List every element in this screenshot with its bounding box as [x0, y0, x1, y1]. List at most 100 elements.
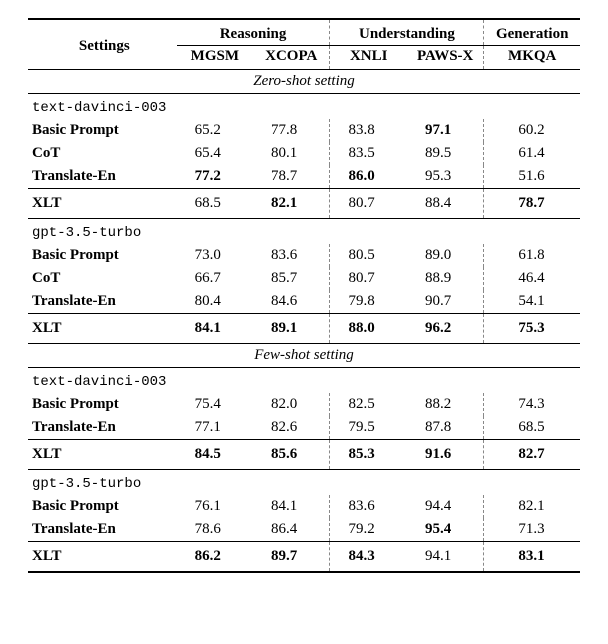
table-cell: 73.0 — [177, 244, 253, 267]
table-body: Zero-shot settingtext-davinci-003Basic P… — [28, 70, 580, 573]
section-title: Few-shot setting — [28, 344, 580, 368]
table-cell: 61.4 — [484, 142, 580, 165]
table-cell: 82.6 — [253, 416, 330, 440]
table-cell: 88.9 — [407, 267, 484, 290]
summary-row: XLT68.582.180.788.478.7 — [28, 189, 580, 219]
table-row: Basic Prompt76.184.183.694.482.1 — [28, 495, 580, 518]
table-row: Basic Prompt65.277.883.897.160.2 — [28, 119, 580, 142]
table-cell: 79.8 — [330, 290, 407, 314]
table-cell: 95.4 — [407, 518, 484, 542]
table-cell: 80.5 — [330, 244, 407, 267]
table-cell: 83.1 — [484, 542, 580, 573]
table-cell: 83.5 — [330, 142, 407, 165]
table-cell: 80.4 — [177, 290, 253, 314]
table-cell: 75.3 — [484, 314, 580, 344]
table-cell: 84.5 — [177, 440, 253, 470]
table-cell: 54.1 — [484, 290, 580, 314]
header-generation: Generation — [484, 19, 580, 46]
table-cell: 84.1 — [253, 495, 330, 518]
table-cell: 68.5 — [484, 416, 580, 440]
table-row: CoT66.785.780.788.946.4 — [28, 267, 580, 290]
table-cell: 80.7 — [330, 267, 407, 290]
table-cell: 84.3 — [330, 542, 407, 573]
table-cell: 78.7 — [484, 189, 580, 219]
table-cell: 86.4 — [253, 518, 330, 542]
row-label: Translate-En — [28, 165, 177, 189]
row-label: XLT — [28, 440, 177, 470]
table-cell: 83.6 — [253, 244, 330, 267]
col-mgsm: MGSM — [177, 46, 253, 70]
table-cell: 80.7 — [330, 189, 407, 219]
header-understanding: Understanding — [330, 19, 484, 46]
table-cell: 76.1 — [177, 495, 253, 518]
table-cell: 83.8 — [330, 119, 407, 142]
table-cell: 89.5 — [407, 142, 484, 165]
table-cell: 68.5 — [177, 189, 253, 219]
table-cell: 82.1 — [253, 189, 330, 219]
row-label: Basic Prompt — [28, 393, 177, 416]
header-settings: Settings — [28, 19, 177, 70]
table-row: Translate-En77.278.786.095.351.6 — [28, 165, 580, 189]
table-cell: 94.1 — [407, 542, 484, 573]
table-row: Translate-En80.484.679.890.754.1 — [28, 290, 580, 314]
row-label: Translate-En — [28, 518, 177, 542]
model-name: text-davinci-003 — [28, 94, 580, 120]
table-cell: 87.8 — [407, 416, 484, 440]
model-name: text-davinci-003 — [28, 368, 580, 394]
table-cell: 61.8 — [484, 244, 580, 267]
table-cell: 78.7 — [253, 165, 330, 189]
table-cell: 85.7 — [253, 267, 330, 290]
table-cell: 79.5 — [330, 416, 407, 440]
table-cell: 88.4 — [407, 189, 484, 219]
col-pawsx: PAWS-X — [407, 46, 484, 70]
table-row: Basic Prompt75.482.082.588.274.3 — [28, 393, 580, 416]
table-cell: 82.7 — [484, 440, 580, 470]
table-cell: 71.3 — [484, 518, 580, 542]
table-cell: 83.6 — [330, 495, 407, 518]
row-label: Basic Prompt — [28, 244, 177, 267]
table-cell: 95.3 — [407, 165, 484, 189]
table-cell: 89.7 — [253, 542, 330, 573]
row-label: XLT — [28, 542, 177, 573]
model-name: gpt-3.5-turbo — [28, 470, 580, 496]
table-cell: 77.2 — [177, 165, 253, 189]
model-name: gpt-3.5-turbo — [28, 219, 580, 245]
table-cell: 96.2 — [407, 314, 484, 344]
table-cell: 80.1 — [253, 142, 330, 165]
table-cell: 85.3 — [330, 440, 407, 470]
table-cell: 86.2 — [177, 542, 253, 573]
table-header: Settings Reasoning Understanding Generat… — [28, 19, 580, 70]
table-cell: 75.4 — [177, 393, 253, 416]
table-cell: 60.2 — [484, 119, 580, 142]
table-cell: 78.6 — [177, 518, 253, 542]
table-cell: 84.1 — [177, 314, 253, 344]
table-cell: 74.3 — [484, 393, 580, 416]
table-cell: 79.2 — [330, 518, 407, 542]
table-row: CoT65.480.183.589.561.4 — [28, 142, 580, 165]
results-table: Settings Reasoning Understanding Generat… — [28, 18, 580, 573]
row-label: XLT — [28, 189, 177, 219]
table-cell: 82.1 — [484, 495, 580, 518]
table-cell: 86.0 — [330, 165, 407, 189]
table-cell: 77.1 — [177, 416, 253, 440]
table-cell: 66.7 — [177, 267, 253, 290]
col-xcopa: XCOPA — [253, 46, 330, 70]
table-cell: 88.2 — [407, 393, 484, 416]
header-reasoning: Reasoning — [177, 19, 330, 46]
col-xnli: XNLI — [330, 46, 407, 70]
table-row: Translate-En78.686.479.295.471.3 — [28, 518, 580, 542]
table-cell: 85.6 — [253, 440, 330, 470]
row-label: Basic Prompt — [28, 495, 177, 518]
table-cell: 77.8 — [253, 119, 330, 142]
table-cell: 51.6 — [484, 165, 580, 189]
table-cell: 82.0 — [253, 393, 330, 416]
table-cell: 90.7 — [407, 290, 484, 314]
table-cell: 82.5 — [330, 393, 407, 416]
table-cell: 88.0 — [330, 314, 407, 344]
summary-row: XLT84.189.188.096.275.3 — [28, 314, 580, 344]
section-title: Zero-shot setting — [28, 70, 580, 94]
row-label: CoT — [28, 142, 177, 165]
summary-row: XLT84.585.685.391.682.7 — [28, 440, 580, 470]
row-label: CoT — [28, 267, 177, 290]
table-cell: 89.1 — [253, 314, 330, 344]
